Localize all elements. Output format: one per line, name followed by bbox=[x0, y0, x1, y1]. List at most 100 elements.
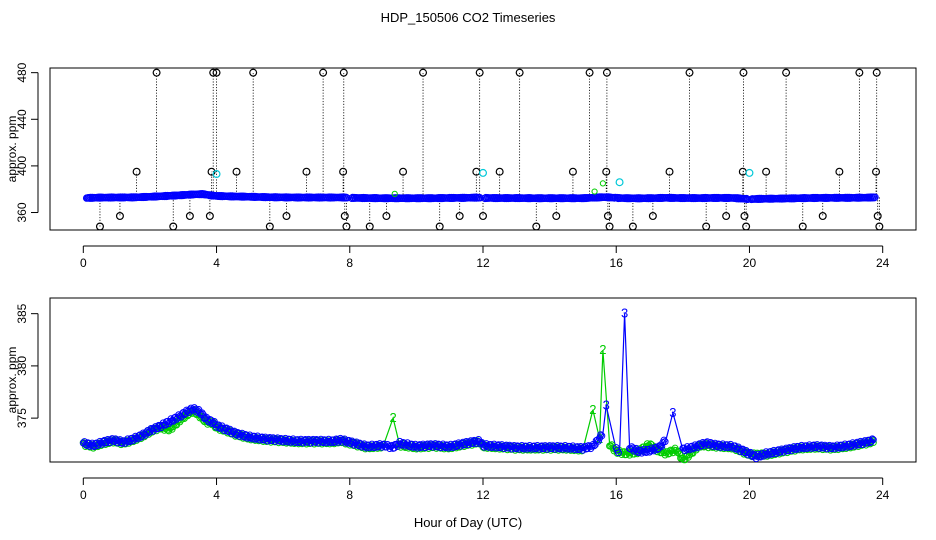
series-point bbox=[449, 443, 457, 451]
series-point bbox=[533, 442, 541, 450]
series-point bbox=[541, 442, 549, 450]
flagged-point bbox=[603, 212, 612, 221]
series-point bbox=[559, 445, 567, 453]
top-x-tick-label: 12 bbox=[476, 256, 490, 270]
flagged-point bbox=[95, 222, 104, 231]
flagged-point bbox=[185, 212, 194, 221]
series-marker-label: 3 bbox=[621, 306, 628, 321]
flagged-point bbox=[605, 222, 614, 231]
top-y-tick-label: 480 bbox=[15, 62, 29, 82]
top-x-axis: 0 4 8 12 16 20 24 bbox=[80, 245, 890, 270]
series-point bbox=[594, 437, 602, 445]
series-marker-label: 2 bbox=[389, 410, 396, 425]
series-point bbox=[352, 438, 360, 446]
flagged-point bbox=[702, 222, 711, 231]
series-marker-label: 3 bbox=[603, 398, 610, 413]
series-point bbox=[437, 444, 445, 452]
flagged-point bbox=[340, 212, 349, 221]
series-point bbox=[676, 450, 684, 458]
x-axis-title: Hour of Day (UTC) bbox=[414, 515, 522, 530]
flagged-point bbox=[205, 212, 214, 221]
flagged-point bbox=[798, 222, 807, 231]
bottom-x-tick-label: 4 bbox=[213, 488, 220, 502]
flagged-point bbox=[532, 222, 541, 231]
top-y-tick-label: 400 bbox=[15, 156, 29, 176]
bottom-y-tick-label: 380 bbox=[15, 356, 29, 376]
flagged-point bbox=[739, 68, 748, 77]
flagged-point bbox=[855, 68, 864, 77]
flagged-point bbox=[685, 68, 694, 77]
baseline-point bbox=[871, 193, 879, 201]
baseline-point bbox=[338, 193, 346, 201]
top-y-axis: 360 400 440 480 bbox=[15, 62, 39, 223]
series-point bbox=[498, 441, 506, 449]
top-x-tick-label: 16 bbox=[610, 256, 624, 270]
series-point bbox=[660, 436, 668, 444]
flagged-point bbox=[435, 222, 444, 231]
series-point bbox=[614, 449, 622, 457]
series-point bbox=[279, 438, 287, 446]
bottom-x-tick-label: 16 bbox=[610, 488, 624, 502]
bottom-x-tick-label: 20 bbox=[743, 488, 757, 502]
series-point bbox=[250, 432, 258, 440]
green-marker bbox=[599, 180, 607, 187]
flagged-point bbox=[872, 68, 881, 77]
flagged-point bbox=[212, 68, 221, 77]
flagged-point bbox=[602, 68, 611, 77]
flagged-point bbox=[365, 222, 374, 231]
flagged-point bbox=[602, 167, 611, 176]
flagged-point bbox=[132, 167, 141, 176]
flagged-point bbox=[339, 68, 348, 77]
flagged-point bbox=[648, 212, 657, 221]
series-point bbox=[305, 435, 313, 443]
flagged-point bbox=[232, 167, 241, 176]
flagged-point bbox=[249, 68, 258, 77]
series-point bbox=[842, 444, 850, 452]
top-flagged-points bbox=[95, 68, 884, 231]
flagged-point bbox=[207, 167, 216, 176]
flagged-point bbox=[665, 167, 674, 176]
bottom-plot-frame bbox=[49, 297, 917, 463]
baseline-point bbox=[337, 194, 345, 202]
series-point bbox=[445, 444, 453, 452]
series-line bbox=[83, 313, 875, 458]
baseline-point bbox=[215, 191, 224, 200]
series-point bbox=[146, 428, 154, 436]
flagged-point bbox=[782, 68, 791, 77]
series-point bbox=[366, 444, 374, 452]
bottom-x-tick-label: 24 bbox=[876, 488, 890, 502]
series-point bbox=[839, 444, 847, 452]
series-point bbox=[174, 414, 182, 422]
series-point bbox=[376, 440, 384, 448]
top-plot-frame bbox=[49, 67, 917, 231]
series-point bbox=[868, 435, 876, 443]
top-y-tick-label: 440 bbox=[15, 109, 29, 129]
bottom-x-tick-label: 0 bbox=[80, 488, 87, 502]
series-point bbox=[803, 445, 811, 453]
series-marker-label: 2 bbox=[589, 402, 596, 417]
bottom-y-axis: 375 380 385 bbox=[15, 303, 39, 428]
series-point bbox=[658, 442, 666, 450]
cyan-point bbox=[479, 168, 488, 177]
bottom-y-tick-label: 385 bbox=[15, 303, 29, 323]
flagged-point bbox=[552, 212, 561, 221]
flagged-point bbox=[419, 68, 428, 77]
top-x-tick-label: 24 bbox=[876, 256, 890, 270]
baseline-point bbox=[137, 193, 145, 202]
flagged-point bbox=[479, 212, 488, 221]
flagged-point bbox=[875, 222, 884, 231]
flagged-point bbox=[265, 222, 274, 231]
flagged-point bbox=[742, 222, 751, 231]
series-point bbox=[181, 409, 189, 417]
top-y-tick-label: 360 bbox=[15, 202, 29, 222]
series-point bbox=[632, 444, 640, 452]
flagged-point bbox=[762, 167, 771, 176]
series-point bbox=[596, 434, 604, 442]
flagged-point bbox=[515, 68, 524, 77]
series-point bbox=[169, 417, 177, 425]
cyan-point bbox=[212, 170, 221, 179]
flagged-point bbox=[722, 212, 731, 221]
